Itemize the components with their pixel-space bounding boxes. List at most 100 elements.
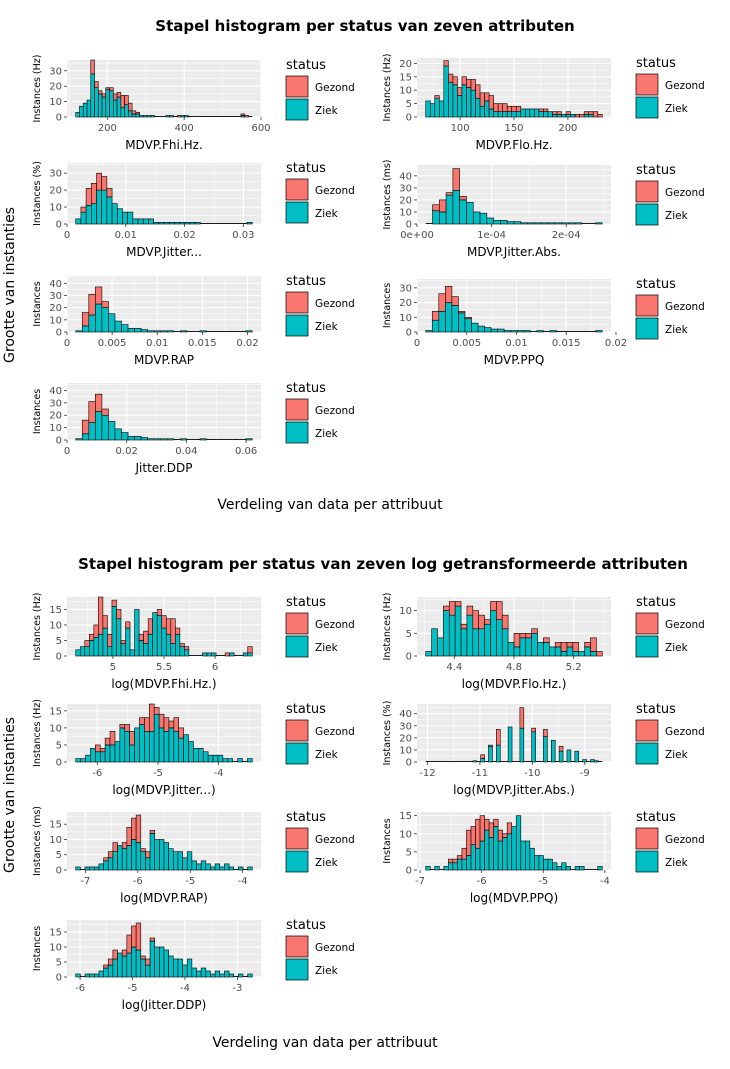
bar-gezond	[501, 614, 509, 630]
bar-ziek	[595, 222, 603, 225]
bar-ziek	[584, 646, 591, 657]
figure-bottom: Stapel histogram per status van zeven lo…	[2, 555, 688, 1051]
bar-gezond	[511, 105, 517, 112]
bar-ziek	[202, 652, 208, 657]
y-tick-label: 5	[56, 958, 62, 969]
bar-gezond	[125, 621, 131, 629]
bar-gezond	[149, 937, 156, 942]
bar-ziek	[506, 221, 515, 225]
bar-gezond	[178, 727, 184, 739]
y-tick-label: 5	[406, 847, 412, 858]
bar-ziek	[148, 730, 155, 763]
bar-ziek	[138, 640, 144, 657]
bar-gezond	[126, 826, 132, 846]
bar-ziek	[99, 751, 106, 763]
bar-ziek	[94, 87, 99, 118]
y-tick-label: 5	[56, 850, 62, 861]
y-tick-label: 10	[49, 203, 62, 214]
x-tick-label: 400	[175, 123, 194, 134]
bar-gezond	[101, 301, 109, 308]
bar-gezond	[448, 73, 454, 83]
bar-ziek	[173, 730, 180, 763]
bar-ziek	[212, 754, 219, 763]
y-axis-title: Instances (ms)	[382, 160, 393, 230]
x-tick-label: 600	[251, 123, 270, 134]
bar-ziek	[75, 438, 83, 441]
bar-gezond	[543, 108, 549, 112]
bar-gezond	[88, 293, 96, 316]
bar-gezond	[497, 829, 503, 842]
bar-ziek	[461, 84, 467, 118]
bar-ziek	[131, 113, 137, 118]
bar-gezond	[95, 393, 103, 412]
bar-gezond	[461, 76, 467, 86]
bar-ziek	[538, 855, 544, 871]
bar-ziek	[479, 212, 488, 225]
bar-gezond	[111, 599, 117, 607]
legend: status Gezond Ziek	[635, 810, 705, 873]
y-axis-title: Instances	[382, 283, 393, 328]
bar-ziek	[85, 754, 91, 763]
bar-ziek	[106, 196, 113, 225]
bar-ziek	[84, 646, 90, 657]
legend-title: status	[286, 274, 326, 289]
y-tick-label: 10	[49, 723, 62, 734]
bar-gezond	[496, 601, 503, 620]
bar-ziek	[511, 111, 517, 118]
bar-ziek	[114, 741, 121, 763]
bar-ziek	[188, 741, 194, 763]
x-tick-label: -11	[472, 768, 488, 779]
bar-gezond	[139, 717, 145, 725]
bar-ziek	[507, 726, 513, 763]
bar-ziek	[471, 322, 479, 333]
bar-ziek	[90, 748, 96, 763]
bar-ziek	[438, 311, 446, 333]
legend-label: Gezond	[315, 942, 355, 954]
bar-ziek	[89, 973, 95, 978]
bars	[425, 60, 603, 118]
bar-gezond	[138, 633, 144, 641]
x-tick-label: 200	[98, 123, 117, 134]
bar-ziek	[448, 862, 454, 871]
legend-title: status	[636, 702, 676, 717]
y-tick-label: 10	[49, 835, 62, 846]
bar-gezond	[112, 842, 118, 852]
bar-gezond	[588, 111, 594, 115]
bar-ziek	[245, 330, 253, 333]
bar-gezond	[488, 95, 494, 110]
bar-ziek	[222, 758, 229, 763]
bar-ziek	[105, 88, 110, 118]
bar-ziek	[488, 108, 494, 118]
bar-ziek	[125, 627, 131, 657]
bar-gezond	[93, 624, 99, 638]
x-axis-title: MDVP.Jitter...	[126, 245, 202, 259]
x-tick-label: -7	[415, 876, 425, 887]
bar-ziek	[228, 866, 234, 871]
bars	[425, 286, 603, 333]
x-tick-label: 0.02	[605, 338, 627, 349]
bar-ziek	[534, 222, 542, 225]
bar-ziek	[493, 826, 499, 871]
x-tick-label: 6	[212, 662, 218, 673]
legend-key-ziek	[635, 317, 659, 340]
bar-ziek	[120, 107, 125, 118]
y-tick-label: 20	[49, 303, 62, 314]
y-tick-label: 20	[399, 298, 412, 309]
bar-gezond	[81, 419, 90, 435]
bar-gezond	[96, 172, 102, 191]
bar-gezond	[452, 858, 458, 864]
bar-ziek	[506, 833, 513, 871]
x-tick-label: 0	[64, 446, 70, 457]
bar-gezond	[439, 199, 447, 213]
bar-gezond	[490, 601, 497, 611]
bar-ziek	[578, 651, 585, 657]
chart-7: 0 5 10 15 5 5.5 6 log(MDVP.Fhi.Hz.) Instances (H…	[32, 593, 355, 691]
y-tick-label: 0	[406, 220, 412, 231]
y-axis-title: Instances (%)	[32, 161, 43, 226]
bar-gezond	[109, 87, 114, 92]
bar-gezond	[107, 851, 114, 859]
bars	[425, 601, 603, 657]
y-axis-title: Instances (Hz)	[32, 55, 43, 123]
bar-ziek	[156, 615, 163, 657]
bar-gezond	[107, 958, 114, 966]
